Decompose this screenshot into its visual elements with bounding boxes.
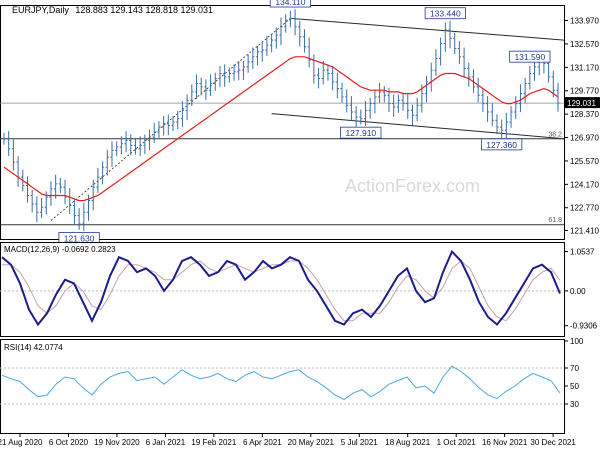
y-tick-label: 133.970 — [570, 17, 599, 26]
y-tick-label: 122.770 — [570, 204, 599, 213]
last-price-label: 129.031 — [567, 99, 596, 108]
y-tick-label: 1.0537 — [570, 247, 595, 256]
swing-label: 134.110 — [275, 0, 305, 7]
swing-label: 127.360 — [486, 140, 517, 150]
ohlc-readout: 128.883 129.143 128.818 129.031 — [75, 5, 213, 15]
x-tick-label: 16 Nov 2021 — [482, 438, 528, 447]
y-tick-label: 125.570 — [570, 157, 599, 166]
swing-label: 131.590 — [514, 52, 545, 62]
panel-frame — [0, 339, 565, 434]
x-tick-label: 20 May 2021 — [288, 438, 335, 447]
x-tick-label: 5 Jul 2021 — [341, 438, 378, 447]
last-price-box — [565, 97, 600, 109]
panel-frame — [0, 242, 565, 337]
swing-label: 127.910 — [345, 128, 376, 138]
x-tick-label: 19 Nov 2020 — [94, 438, 140, 447]
price-header: EURJPY,Daily 128.883 129.143 128.818 129… — [12, 5, 213, 15]
x-tick-label: 18 Aug 2021 — [385, 438, 430, 447]
macd-title: MACD(12,26,9) -0.0692 0.2823 — [4, 245, 116, 254]
y-tick-label: -0.9306 — [570, 322, 598, 331]
y-tick-label: 128.370 — [570, 110, 599, 119]
x-tick-label: 21 Aug 2020 — [0, 438, 43, 447]
y-tick-label: 126.970 — [570, 134, 599, 143]
x-tick-label: 6 Oct 2020 — [49, 438, 89, 447]
x-tick-label: 30 Dec 2021 — [530, 438, 576, 447]
channel-upper-trendline — [290, 17, 565, 41]
rising-dashed-trendline — [50, 18, 291, 221]
macd-panel: MACD(12,26,9) -0.0692 0.2823 1.0537 0.00 -0… — [0, 242, 598, 337]
y-tick-label: 124.170 — [570, 180, 599, 189]
swing-label-box — [509, 50, 551, 63]
y-tick-label: 129.770 — [570, 87, 599, 96]
swing-label-box — [269, 0, 311, 8]
rsi-title: RSI(14) 42.0774 — [4, 343, 63, 352]
panel-frame — [0, 5, 565, 240]
price-panel: 133.970 132.570 131.170 129.770 128.370 126.9… — [0, 0, 600, 244]
swing-label-box — [340, 126, 382, 139]
y-tick-label: 0.00 — [570, 287, 586, 296]
swing-label-box — [424, 7, 466, 20]
y-tick-label: 132.570 — [570, 40, 599, 49]
x-tick-label: 6 Apr 2021 — [243, 438, 282, 447]
swing-label: 133.440 — [430, 9, 461, 19]
y-tick-label: 100 — [570, 337, 584, 346]
y-tick-label: 50 — [570, 382, 579, 391]
fib-level-label: 61.8 — [548, 217, 562, 224]
symbol-label: EURJPY,Daily — [12, 5, 69, 15]
y-tick-label: 131.170 — [570, 63, 599, 72]
x-tick-label: 1 Oct 2021 — [437, 438, 477, 447]
y-tick-label: 70 — [570, 364, 579, 373]
watermark: ActionForex.com — [345, 176, 480, 196]
x-tick-label: 19 Feb 2021 — [191, 438, 236, 447]
moving-average-line — [3, 56, 559, 202]
y-tick-label: 30 — [570, 400, 579, 409]
swing-label: 121.630 — [64, 233, 95, 243]
y-tick-label: 121.410 — [570, 226, 599, 235]
fib-level-label: 38.2 — [548, 132, 562, 139]
swing-label-box — [481, 138, 523, 151]
channel-lower-trendline — [271, 113, 565, 140]
x-tick-label: 6 Jan 2021 — [146, 438, 186, 447]
rsi-line — [1, 365, 561, 401]
rsi-panel: RSI(14) 42.0774 100 70 50 30 — [0, 337, 584, 434]
time-axis: 21 Aug 2020 6 Oct 2020 19 Nov 2020 6 Jan 20… — [0, 433, 576, 447]
macd-line — [1, 249, 561, 327]
